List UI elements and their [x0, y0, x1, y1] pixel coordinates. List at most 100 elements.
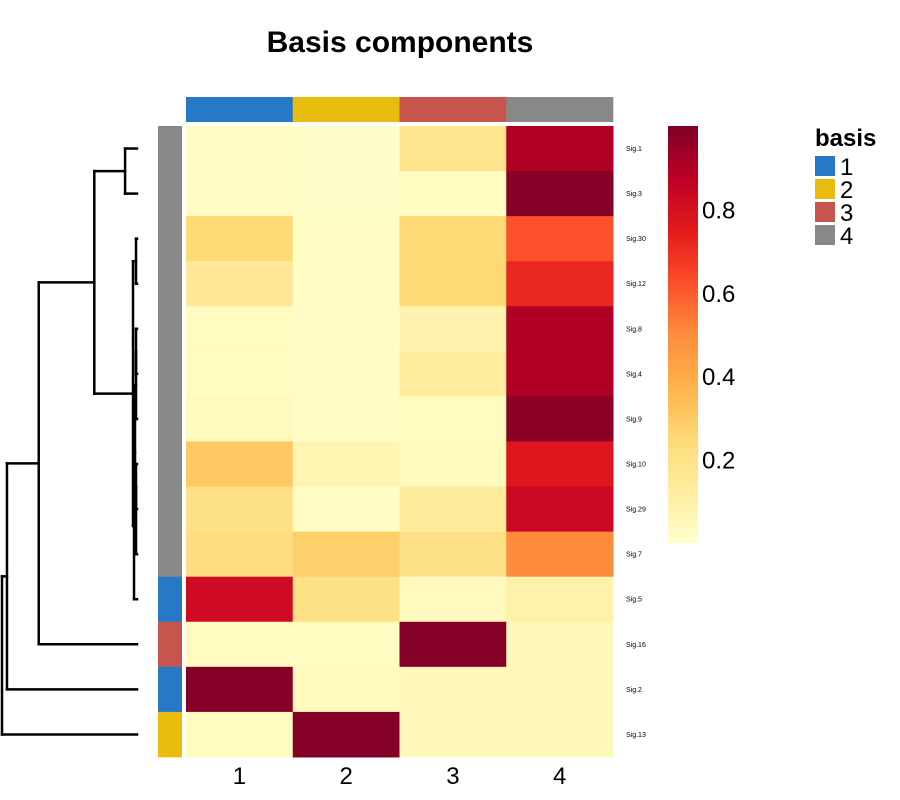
legend-swatch: [815, 179, 835, 199]
heatmap-cell: [506, 576, 614, 623]
column-label: 3: [446, 763, 459, 790]
heatmap-cell: [292, 486, 400, 533]
legend-label: 3: [840, 200, 853, 227]
heatmap-cell: [186, 396, 294, 442]
heatmap-cell: [399, 126, 507, 172]
heatmap-cell: [399, 711, 507, 758]
heatmap-cell: [399, 306, 507, 352]
heatmap-cell: [186, 261, 294, 307]
row-label: Sig.4: [626, 371, 642, 378]
legend-label: 4: [840, 223, 853, 250]
legend-swatch: [815, 156, 835, 176]
heatmap-cell: [506, 621, 614, 668]
heatmap-cell: [292, 531, 400, 578]
heatmap-cell: [506, 711, 614, 758]
legend-title: basis: [815, 125, 876, 152]
row-label: Sig.8: [626, 326, 642, 333]
heatmap-cell: [399, 621, 507, 668]
row-basis-swatch: [158, 531, 182, 577]
row-label: Sig.5: [626, 597, 642, 604]
heatmap-cell: [399, 216, 507, 262]
row-label: Sig.13: [626, 732, 646, 739]
heatmap-cell: [399, 351, 507, 397]
heatmap-cell: [506, 261, 614, 307]
column-label: 2: [339, 763, 352, 790]
heatmap-cell: [506, 441, 614, 488]
row-annotation-bar: [158, 126, 182, 758]
column-basis-swatch: [186, 97, 294, 122]
row-label: Sig.12: [626, 281, 646, 288]
color-scale: 0.2 0.4 0.6 0.8: [668, 126, 735, 543]
heatmap-cell: [292, 261, 400, 307]
heatmap-cell: [506, 531, 614, 578]
color-scale-tick-label: 0.6: [702, 281, 735, 308]
column-label: 4: [553, 763, 566, 790]
heatmap-cell: [186, 126, 294, 172]
heatmap-cell: [186, 666, 294, 713]
row-labels: Sig.1 Sig.3 Sig.30 Sig.12 Sig.8 Sig.4 Sig.9 Sig…: [626, 146, 646, 739]
row-basis-swatch: [158, 351, 182, 397]
heatmap-cell: [506, 126, 614, 172]
chart-title: Basis components: [267, 26, 534, 59]
legend-swatch: [815, 202, 835, 222]
row-label: Sig.10: [626, 462, 646, 469]
column-basis-swatch: [399, 97, 507, 122]
heatmap-cell: [292, 666, 400, 713]
row-basis-swatch: [158, 171, 182, 217]
heatmap-cell: [399, 666, 507, 713]
row-basis-swatch: [158, 216, 182, 262]
row-basis-swatch: [158, 396, 182, 442]
heatmap-cell: [186, 576, 294, 623]
legend-label: 1: [840, 154, 853, 181]
row-label: Sig.29: [626, 507, 646, 514]
heatmap-cell: [506, 306, 614, 352]
column-label: 1: [233, 763, 246, 790]
color-scale-tick-label: 0.8: [702, 197, 735, 224]
heatmap-cell: [506, 486, 614, 533]
column-basis-swatch: [506, 97, 614, 122]
heatmap-cell: [399, 261, 507, 307]
heatmap-cell: [292, 711, 400, 758]
heatmap-cells: [186, 126, 614, 758]
row-label: Sig.30: [626, 236, 646, 243]
heatmap-cell: [399, 531, 507, 578]
heatmap-cell: [506, 396, 614, 442]
row-basis-swatch: [158, 306, 182, 352]
heatmap-cell: [186, 306, 294, 352]
heatmap-cell: [292, 351, 400, 397]
heatmap-cell: [186, 531, 294, 578]
row-basis-swatch: [158, 666, 182, 713]
legend-label: 2: [840, 177, 853, 204]
heatmap-cell: [506, 216, 614, 262]
row-label: Sig.1: [626, 146, 642, 153]
color-scale-tick-label: 0.2: [702, 448, 735, 475]
heatmap-cell: [399, 396, 507, 442]
heatmap-cell: [292, 171, 400, 217]
row-basis-swatch: [158, 126, 182, 172]
heatmap-cell: [292, 576, 400, 623]
heatmap-cell: [506, 171, 614, 217]
heatmap-cell: [292, 621, 400, 668]
heatmap-cell: [186, 441, 294, 488]
heatmap-cell: [399, 486, 507, 533]
heatmap-cell: [506, 351, 614, 397]
row-basis-swatch: [158, 486, 182, 532]
column-annotation-bar: [186, 97, 614, 122]
heatmap-cell: [186, 486, 294, 533]
legend-swatch: [815, 225, 835, 245]
row-label: Sig.2: [626, 687, 642, 694]
heatmap-cell: [186, 621, 294, 668]
row-basis-swatch: [158, 576, 182, 623]
heatmap-cell: [186, 216, 294, 262]
row-basis-swatch: [158, 711, 182, 758]
row-basis-swatch: [158, 621, 182, 668]
heatmap-cell: [292, 216, 400, 262]
heatmap-cell: [399, 576, 507, 623]
row-label: Sig.9: [626, 416, 642, 423]
heatmap-cell: [292, 306, 400, 352]
row-label: Sig.3: [626, 191, 642, 198]
row-label: Sig.7: [626, 552, 642, 559]
color-scale-bar: [668, 126, 698, 543]
